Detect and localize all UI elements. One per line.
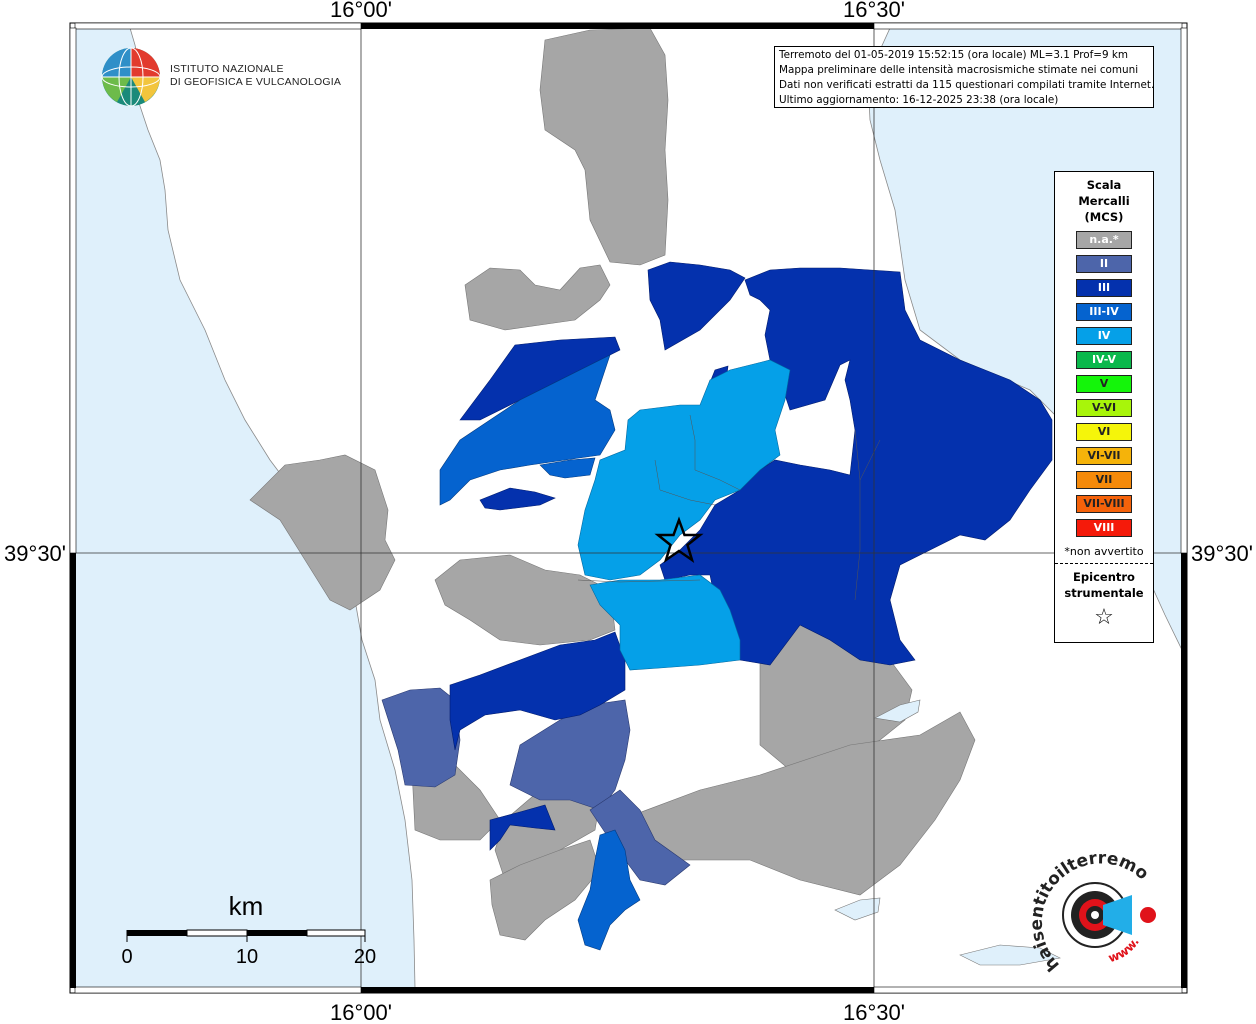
lat-label-right: 39°30' [1191,541,1253,566]
intensity-legend: Scala Mercalli (MCS) n.a.* II III III-IV IV I… [1054,171,1154,643]
legend-item: II [1076,255,1132,273]
graticule [75,28,1182,988]
ii-areas [381,687,691,886]
legend-item: VI [1076,423,1132,441]
legend-epicenter-line2: strumentale [1064,586,1144,600]
legend-epicenter-label: Epicentro strumentale [1055,569,1153,601]
scale-bar [126,929,366,942]
legend-item: IV-V [1076,351,1132,369]
legend-title-line3: (MCS) [1084,210,1124,224]
na-areas [249,27,976,941]
ingv-logo-line2: DI GEOFISICA E VULCANOLOGIA [170,76,342,88]
event-info-box: Terremoto del 01-05-2019 15:52:15 (ora l… [774,46,1154,108]
legend-items: n.a.* II III III-IV IV IV-V V V-VI VI VI-VII VII VI… [1055,231,1153,537]
legend-note: *non avvertito [1064,545,1144,558]
iv-areas [577,359,791,671]
lon-label-top-left: 16°00' [330,0,392,22]
scale-tick-20: 20 [354,946,376,968]
scale-tick-10: 10 [236,946,258,968]
lake-2 [834,897,881,921]
lon-label-bottom-right: 16°30' [843,1000,905,1024]
legend-item: VIII [1076,519,1132,537]
legend-title-line2: Mercalli [1078,194,1130,208]
ingv-logo-line1: ISTITUTO NAZIONALE [170,63,284,75]
legend-item: III [1076,279,1132,297]
iii-iv-areas [439,354,641,951]
ingv-globe-icon [101,47,161,107]
scale-tick-0: 0 [121,946,132,968]
legend-item: V [1076,375,1132,393]
lake-1 [874,699,921,723]
legend-title: Scala Mercalli (MCS) [1055,177,1153,225]
legend-star-icon: ☆ [1094,605,1114,630]
legend-item: III-IV [1076,303,1132,321]
lat-label-left: 39°30' [4,541,66,566]
legend-item: VI-VII [1076,447,1132,465]
legend-item: VII-VIII [1076,495,1132,513]
lon-label-bottom-left: 16°00' [330,1000,392,1024]
ingv-logo-text: ISTITUTO NAZIONALE DI GEOFISICA E VULCAN… [170,63,341,89]
legend-item: V-VI [1076,399,1132,417]
legend-item: IV [1076,327,1132,345]
iii-areas [449,261,1053,851]
lon-label-top-right: 16°30' [843,0,905,22]
hsit-logo-icon [1062,882,1156,948]
commune-borders [577,414,881,601]
legend-epicenter-line1: Epicentro [1073,570,1135,584]
legend-title-line1: Scala [1086,178,1122,192]
event-info-line3: Dati non verificati estratti da 115 ques… [779,79,1154,91]
legend-item: n.a.* [1076,231,1132,249]
map-frame [69,22,1188,994]
legend-divider [1055,563,1153,564]
lake-3 [959,944,1061,966]
epicenter-star-icon [654,516,704,564]
legend-item: VII [1076,471,1132,489]
event-info-line2: Mappa preliminare delle intensità macros… [779,64,1139,76]
event-info-line1: Terremoto del 01-05-2019 15:52:15 (ora l… [779,49,1129,61]
event-info-line4: Ultimo aggiornamento: 16-12-2025 23:38 (… [779,94,1059,106]
scale-unit: km [229,891,264,921]
